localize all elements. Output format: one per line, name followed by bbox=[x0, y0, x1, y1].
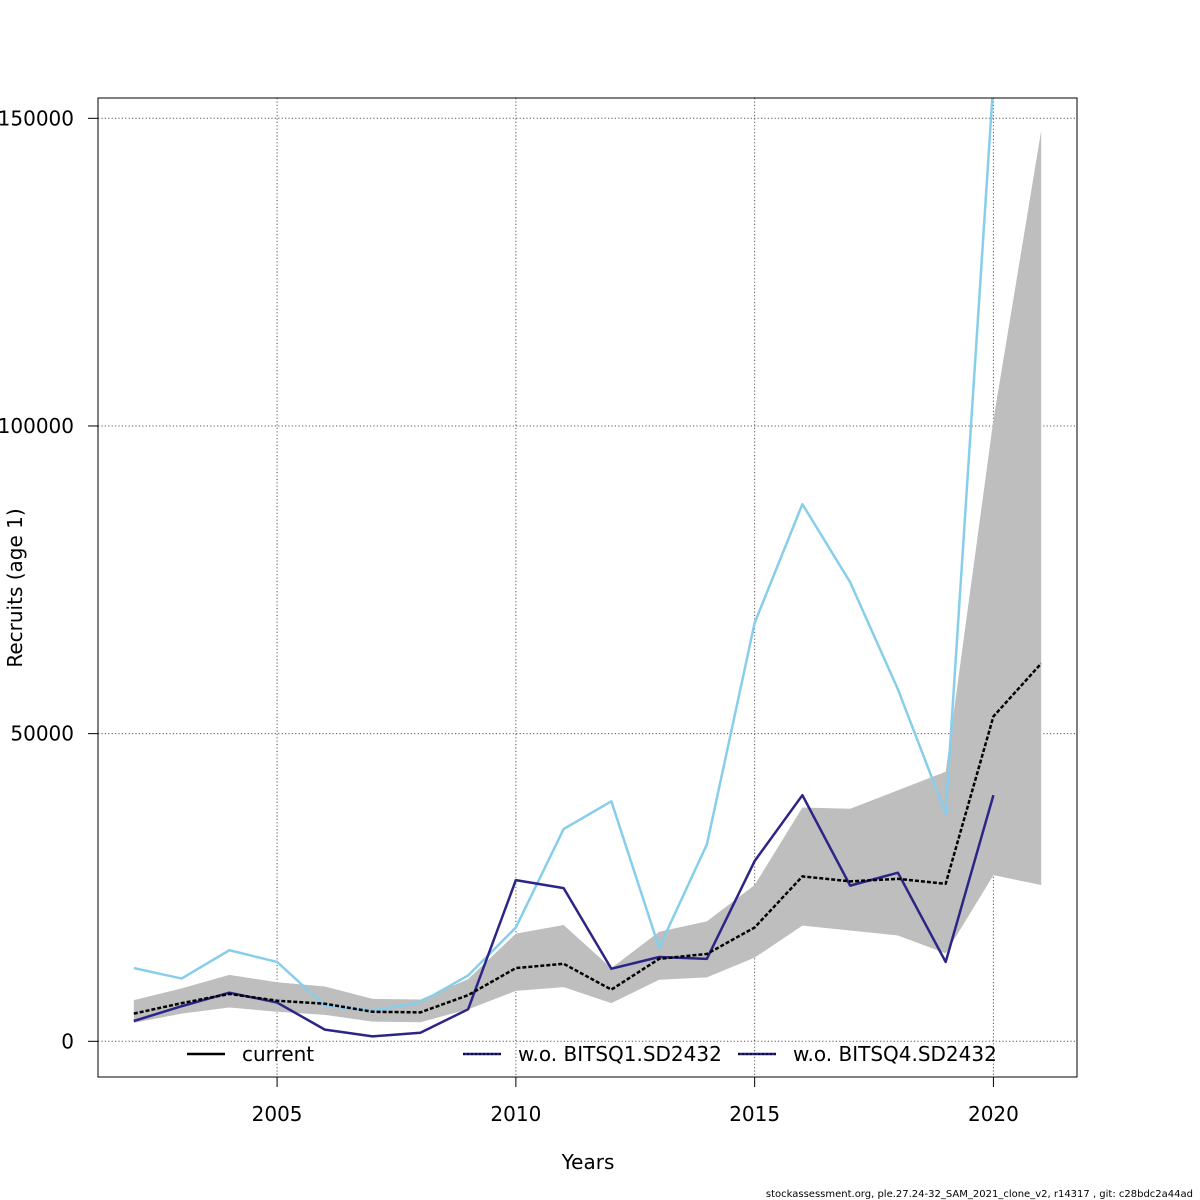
x-tick-label: 2020 bbox=[968, 1102, 1019, 1126]
confidence-band-layer bbox=[133, 130, 1042, 1023]
y-tick-label: 0 bbox=[61, 1029, 74, 1053]
legend-label: current bbox=[242, 1042, 314, 1066]
series-line-2 bbox=[133, 98, 994, 1012]
series-line-1 bbox=[133, 793, 995, 1038]
x-tick-label: 2005 bbox=[252, 1102, 303, 1126]
series-line-0 bbox=[133, 662, 1043, 1015]
legend-label: w.o. BITSQ1.SD2432 bbox=[518, 1042, 722, 1066]
legend: current w.o. BITSQ1.SD2432 w.o. BITSQ4.SD2… bbox=[187, 1042, 997, 1066]
plot-frame bbox=[97, 97, 1078, 1078]
y-tick-label: 50000 bbox=[10, 722, 74, 746]
confidence-band bbox=[133, 130, 1042, 1023]
legend-label: w.o. BITSQ4.SD2432 bbox=[793, 1042, 997, 1066]
x-axis-title: Years bbox=[561, 1150, 615, 1174]
x-tick-label: 2015 bbox=[729, 1102, 780, 1126]
y-tick-label: 100000 bbox=[0, 414, 74, 438]
series-layer bbox=[133, 98, 1043, 1038]
y-axis-ticks: 0 50000 100000 150000 bbox=[0, 106, 98, 1053]
x-tick-label: 2010 bbox=[490, 1102, 541, 1126]
y-axis-title: Recruits (age 1) bbox=[3, 508, 27, 667]
y-tick-label: 150000 bbox=[0, 106, 74, 130]
x-axis-ticks: 2005 2010 2015 2020 bbox=[252, 1077, 1019, 1126]
footer-text: stockassessment.org, ple.27.24-32_SAM_20… bbox=[766, 1189, 1193, 1200]
